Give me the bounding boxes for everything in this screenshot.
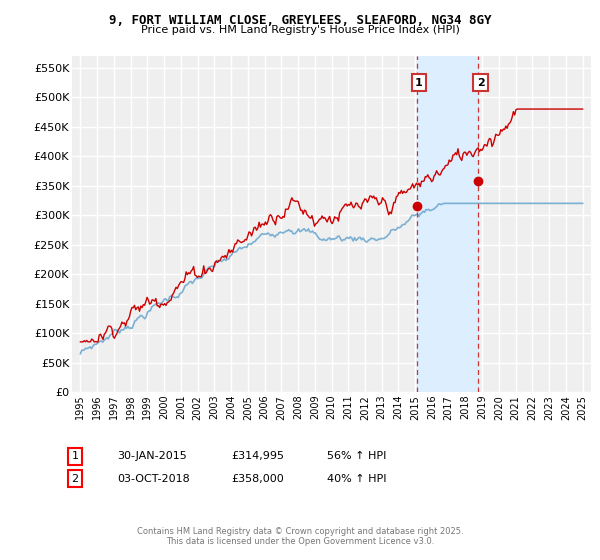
Text: 40% ↑ HPI: 40% ↑ HPI (327, 474, 386, 484)
Text: 56% ↑ HPI: 56% ↑ HPI (327, 451, 386, 461)
Text: 9, FORT WILLIAM CLOSE, GREYLEES, SLEAFORD, NG34 8GY: 9, FORT WILLIAM CLOSE, GREYLEES, SLEAFOR… (109, 14, 491, 27)
Text: 2: 2 (476, 77, 484, 87)
Text: 1: 1 (71, 451, 79, 461)
Bar (416, 56, 478, 392)
Text: 2: 2 (71, 474, 79, 484)
Text: £358,000: £358,000 (231, 474, 284, 484)
Text: 1: 1 (415, 77, 423, 87)
Text: 30-JAN-2015: 30-JAN-2015 (117, 451, 187, 461)
Text: 03-OCT-2018: 03-OCT-2018 (117, 474, 190, 484)
Text: Contains HM Land Registry data © Crown copyright and database right 2025.
This d: Contains HM Land Registry data © Crown c… (137, 526, 463, 546)
Text: Price paid vs. HM Land Registry's House Price Index (HPI): Price paid vs. HM Land Registry's House … (140, 25, 460, 35)
Text: £314,995: £314,995 (231, 451, 284, 461)
